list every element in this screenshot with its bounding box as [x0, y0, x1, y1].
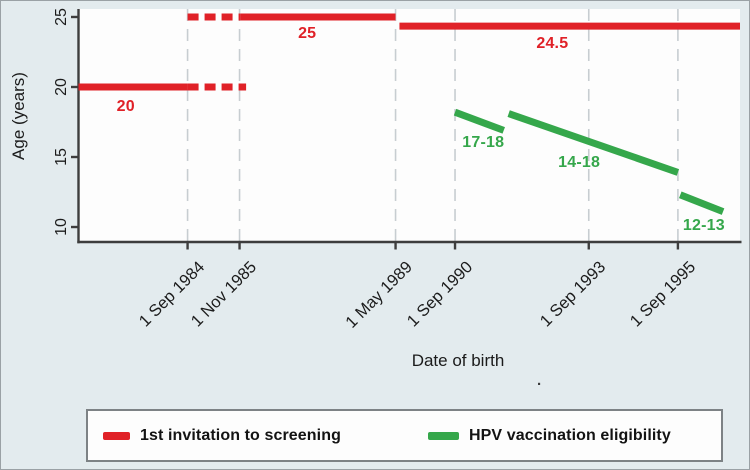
series-1-segment [507, 110, 680, 176]
series-value-label: 24.5 [536, 35, 569, 53]
legend-item-screening: 1st invitation to screening [103, 411, 341, 460]
series-value-label: 25 [298, 24, 317, 42]
plot-background [78, 9, 740, 242]
y-tick-label: 25 [53, 8, 70, 26]
legend-label-screening: 1st invitation to screening [140, 426, 341, 444]
series-value-label: 14-18 [558, 154, 601, 172]
series-value-label: 12-13 [682, 217, 725, 235]
hpv-line-swatch-icon [428, 431, 459, 440]
y-axis-title: Age (years) [9, 72, 28, 160]
legend-label-hpv: HPV vaccination eligibility [469, 426, 671, 444]
x-axis-title: Date of birth [411, 351, 505, 370]
y-tick-label: 20 [53, 78, 70, 96]
legend-item-hpv: HPV vaccination eligibility [428, 411, 671, 460]
stray-dot: . [537, 372, 542, 389]
y-tick-label: 10 [53, 218, 70, 236]
series-1-segment [678, 191, 725, 215]
y-tick-label: 15 [53, 148, 70, 166]
legend: 1st invitation to screening HPV vaccinat… [86, 409, 723, 462]
series-1-segment [453, 108, 505, 134]
series-value-label: 20 [116, 98, 135, 116]
series-value-label: 17-18 [462, 134, 505, 151]
screening-line-swatch-icon [103, 431, 130, 440]
